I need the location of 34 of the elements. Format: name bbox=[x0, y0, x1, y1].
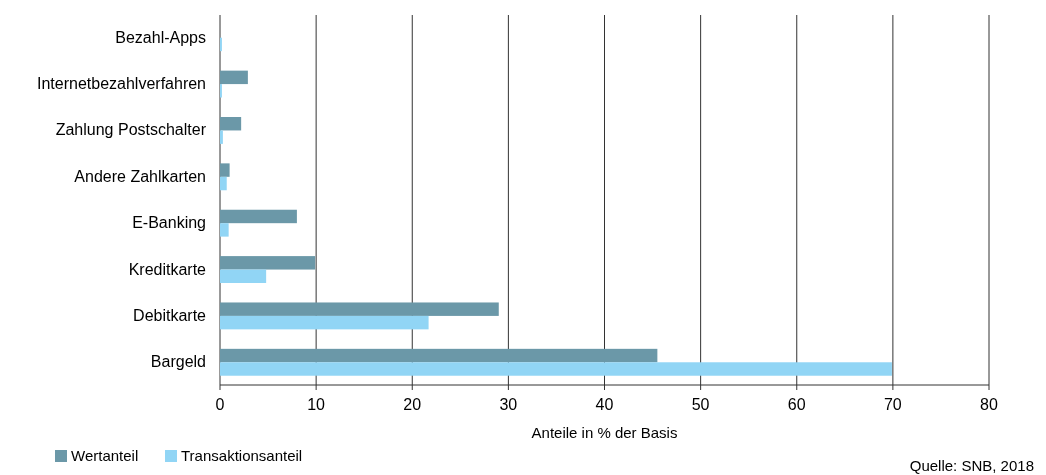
source-note: Quelle: SNB, 2018 bbox=[909, 457, 1034, 474]
y-tick-label: Zahlung Postschalter bbox=[55, 121, 207, 139]
bar bbox=[220, 223, 229, 237]
y-tick-label: Andere Zahlkarten bbox=[74, 167, 206, 185]
x-tick-label: 20 bbox=[403, 396, 422, 413]
x-tick-label: 0 bbox=[215, 396, 225, 413]
x-tick-label: 30 bbox=[499, 396, 518, 413]
y-tick-label: Internetbezahlverfahren bbox=[37, 75, 206, 93]
x-tick-label: 40 bbox=[595, 396, 614, 413]
bar bbox=[220, 117, 242, 131]
y-tick-label: E-Banking bbox=[132, 214, 206, 232]
bar bbox=[220, 348, 658, 363]
x-tick-label: 10 bbox=[307, 396, 326, 413]
y-tick-label: Debitkarte bbox=[133, 306, 207, 324]
bar bbox=[220, 130, 223, 144]
bar bbox=[220, 362, 892, 376]
bar bbox=[220, 302, 499, 316]
bar bbox=[220, 315, 429, 330]
bar bbox=[220, 163, 230, 177]
legend-label: Wertanteil bbox=[71, 447, 139, 464]
x-axis-title: Anteile in % der Basis bbox=[531, 424, 678, 441]
y-tick-label: Bezahl-Apps bbox=[115, 28, 206, 46]
x-tick-label: 50 bbox=[691, 396, 710, 413]
legend-label: Transaktionsanteil bbox=[181, 447, 303, 464]
bar bbox=[220, 70, 248, 85]
y-tick-label: Kreditkarte bbox=[128, 260, 207, 278]
bar bbox=[220, 269, 267, 283]
x-tick-label: 80 bbox=[980, 396, 998, 413]
bar bbox=[220, 256, 316, 270]
bar bbox=[220, 209, 297, 224]
y-tick-label: Bargeld bbox=[150, 353, 206, 371]
x-tick-label: 70 bbox=[883, 396, 902, 413]
bar bbox=[220, 176, 227, 191]
x-tick-label: 60 bbox=[787, 396, 806, 413]
